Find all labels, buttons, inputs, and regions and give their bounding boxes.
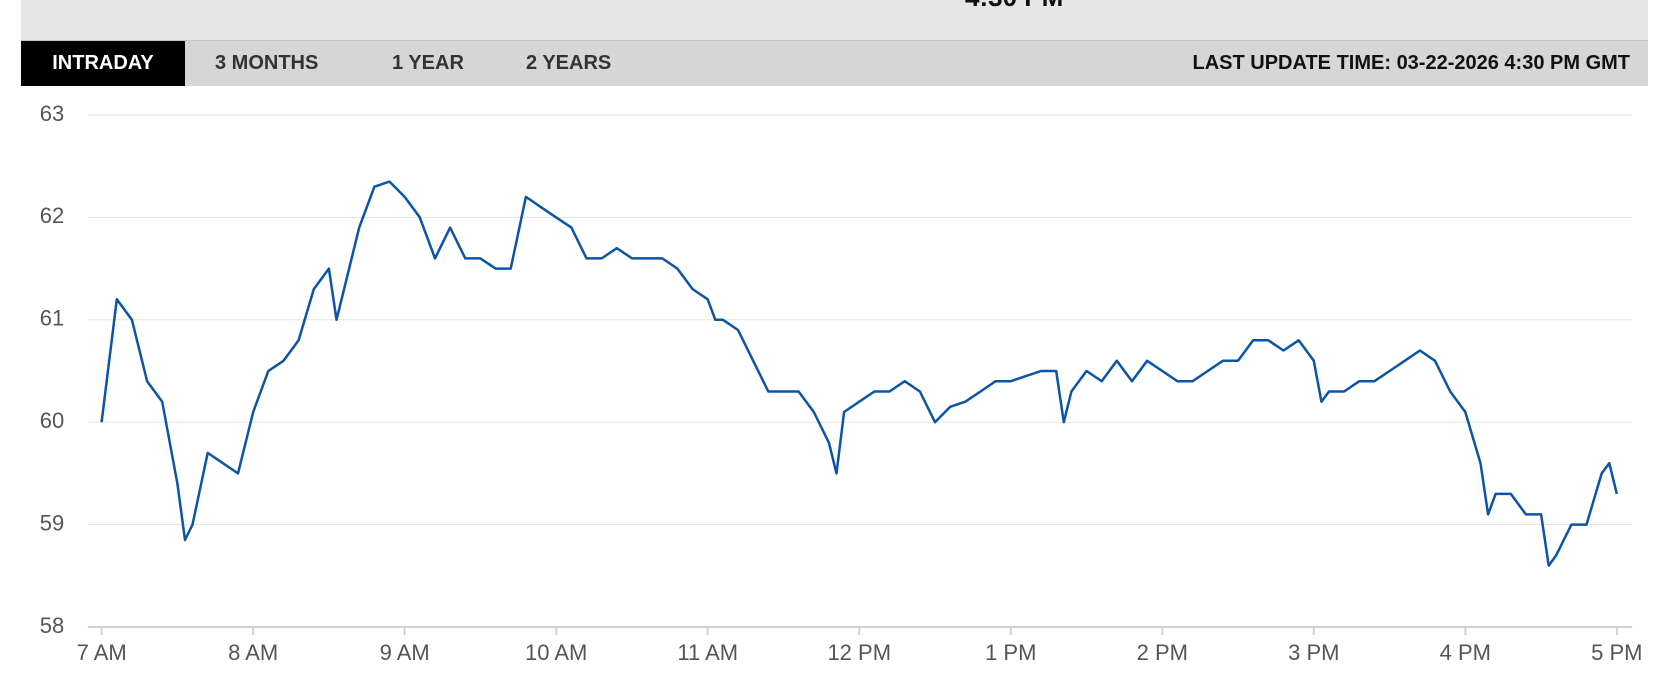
x-tick-label: 5 PM (1591, 640, 1642, 665)
header-bar: 4:30 PM (21, 0, 1648, 40)
x-tick-label: 3 PM (1288, 640, 1339, 665)
y-tick-label: 63 (40, 101, 64, 126)
x-tick-label: 11 AM (677, 640, 738, 665)
tab[interactable]: 3 MONTHS (215, 52, 319, 74)
y-tick-label: 58 (40, 613, 64, 638)
x-tick-label: 2 PM (1137, 640, 1188, 665)
price-line (100, 180, 1619, 567)
x-tick-label: 9 AM (380, 640, 430, 665)
x-tick-label: 12 PM (827, 640, 891, 665)
y-tick-label: 60 (40, 408, 64, 433)
x-tick-label: 1 PM (985, 640, 1036, 665)
x-tick-label: 7 AM (77, 640, 127, 665)
tab[interactable]: 1 YEAR (392, 52, 464, 74)
y-tick-label: 61 (40, 306, 64, 331)
x-tick-label: 8 AM (228, 640, 278, 665)
header-time: 4:30 PM (965, 0, 1063, 13)
tab[interactable]: INTRADAY (21, 41, 185, 86)
tab-bar: INTRADAY 3 MONTHS 1 YEAR 2 YEARS LAST UP… (21, 40, 1648, 86)
x-tick-label: 4 PM (1440, 640, 1491, 665)
last-update: LAST UPDATE TIME: 03-22-2026 4:30 PM GMT (1192, 52, 1631, 74)
tab[interactable]: 2 YEARS (526, 52, 612, 74)
y-tick-label: 62 (40, 203, 64, 228)
y-tick-label: 59 (40, 510, 64, 535)
x-tick-label: 10 AM (525, 640, 587, 665)
